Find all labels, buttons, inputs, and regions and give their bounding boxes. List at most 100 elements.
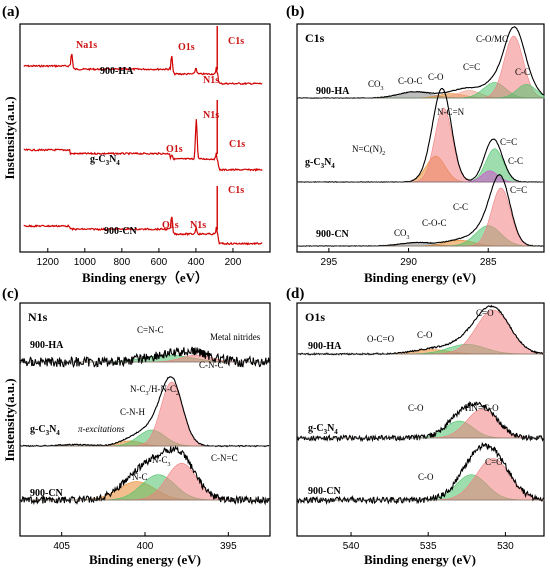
panel-b-ann-cc-double-bot: C=C [510,185,527,195]
x-tick-label: 200 [225,257,242,268]
panel-b-ann-coc-top: C-O-C [398,76,423,86]
survey-trace [23,119,263,172]
panel-d-traces [296,304,545,506]
panel-b-title: C1s [305,31,325,45]
panel-c-ann-cnc: C=N-C [137,325,164,335]
panel-b-ann-cc-mid: C-C [508,156,523,166]
panel-a-peak-o1s-mid: O1s [166,144,183,155]
panel-d-label-900cn: 900-CN [308,486,342,497]
survey-trace [23,53,263,86]
panel-b-ann-cc-double-top: C=C [463,62,480,72]
panel-b-label-gc3n4: g-C3N4 [305,157,335,170]
panel-b-ann-co3-bot: CO3 [394,228,410,241]
x-tick-label: 290 [400,257,417,268]
panel-c-label-gc3n4: g-C3N4 [30,424,60,437]
panel-c-letter: (c) [2,286,19,302]
panel-a-peak-o1s-bot: O1s [162,220,179,231]
panel-a-label-900ha: 900-HA [100,66,134,77]
panel-b-ann-ncn2: N=C(N)2 [352,144,385,157]
x-tick-label: 540 [343,541,360,552]
panel-b-ann-cc-bot: C-C [453,202,468,212]
panel-a-peak-na1s: Na1s [76,40,97,51]
panel-c: (c) N1s 405 400 395 900-HA C=N-C Metal nit… [2,286,271,567]
x-tick-label: 1200 [37,257,60,268]
panel-c-x-axis-title: Binding energy (eV) [89,552,201,567]
panel-c-label-900ha: 900-HA [30,340,64,351]
panel-b-traces [296,26,545,248]
panel-a-y-axis-title: Instensity(a.u.) [2,96,17,179]
panel-a-peak-n1s-top: N1s [203,75,219,86]
panel-a-label-gc3n4: g-C3N4 [90,154,120,167]
x-tick-label: 800 [114,257,131,268]
panel-c-ann-nc: N-C [132,472,148,482]
panel-c-label-900cn: 900-CN [30,488,64,499]
spectrum-trace [19,376,270,448]
panel-d-ann-co-mid: C-O [408,403,424,413]
panel-d-x-axis-title: Binding energy (eV) [364,552,476,567]
panel-d-ann-co-bot: C-O [418,472,434,482]
panel-a-label-900cn: 900-CN [104,226,138,237]
panel-c-title: N1s [28,310,48,324]
panel-d-ann-co-top: C-O [417,330,433,340]
panel-a-peak-n1s-bot: N1s [190,220,206,231]
x-tick-label: 600 [151,257,168,268]
panel-d-ann-oco: O-C=O [367,334,395,344]
panel-c-ann-pi-excitations: π-excitations [78,424,125,434]
spectrum-trace [19,445,270,506]
panel-c-ann-nc3-hnc2: N-C3/H-N-C2 [130,384,179,397]
panel-a-letter: (a) [2,4,20,20]
panel-d-x-ticks: 540 535 530 [343,532,514,552]
x-tick-label: 400 [137,541,154,552]
panel-a-peak-n1s-mid: N1s [203,110,219,121]
panel-d-ann-cdo-bot: C=O [485,457,503,467]
panel-c-x-ticks: 405 400 395 [53,532,237,552]
panel-a-peak-o1s-top: O1s [178,42,195,53]
panel-d-title: O1s [305,310,325,324]
x-tick-label: 530 [497,541,514,552]
panel-a-traces [23,26,263,246]
panel-c-y-axis-title: Instensity(a.u.) [2,378,17,461]
panel-b-label-900cn: 900-CN [316,229,350,240]
panel-d-frame [296,302,545,537]
survey-trace [23,216,263,246]
panel-b-ann-ncn: N-C=N [437,107,465,117]
x-tick-label: 395 [220,541,237,552]
x-tick-label: 285 [480,257,497,268]
panel-b-letter: (b) [286,4,304,20]
panel-d-letter: (d) [286,286,304,302]
panel-d-ann-cdo-top: C=O [476,308,494,318]
panel-d-label-gc3n4: g-C3N4 [308,423,338,436]
panel-a-peak-c1s-mid: C1s [229,139,245,150]
spectrum-trace [296,400,544,443]
x-tick-label: 405 [53,541,70,552]
panel-d-ann-hnco: HN=C-O [465,403,499,413]
panel-c-ann-nc3: N-C3 [152,455,171,468]
panel-b-label-900ha: 900-HA [316,86,350,97]
panel-b: (b) C1s 295 290 285 900-HA CO3 C-O-C C-O C… [286,4,545,285]
panel-b-ann-cc-double-mid: C=C [500,137,517,147]
panel-b-x-axis-title: Binding energy (eV) [364,270,476,285]
panel-a-peak-c1s-bot: C1s [228,185,244,196]
panel-c-ann-cnh: C-N-H [120,407,145,417]
panel-b-ann-co-top: C-O [428,72,444,82]
panel-c-ann-cnc-double: C-N=C [211,453,238,463]
panel-c-traces [19,346,270,506]
panel-b-ann-comc: C-O/MC [476,34,508,44]
panel-b-frame [296,23,545,253]
panel-c-ann-cnc-g: C-N-C [199,360,224,370]
x-tick-label: 1000 [74,257,97,268]
panel-a-x-axis-title: Binding energy（eV） [82,270,208,285]
x-tick-label: 295 [321,257,338,268]
panel-a-peak-c1s-top: C1s [228,36,244,47]
panel-a-x-ticks: 1200 1000 800 600 400 200 [37,248,242,268]
panel-b-ann-co3-top: CO3 [368,79,384,92]
panel-d: (d) O1s 540 535 530 900-HA O-C=O C-O C=O g… [286,286,545,567]
x-tick-label: 400 [188,257,205,268]
spectrum-trace [296,441,544,506]
panel-b-ann-coc-bot: C-O-C [422,218,447,228]
panel-a: (a) 1200 1000 800 600 400 200 900-HA Na1s O1s… [2,4,271,285]
panel-c-ann-metal-nitrides: Metal nitrides [210,332,261,342]
panel-d-label-900ha: 900-HA [308,341,342,352]
panel-b-ann-cc-top: C-C [515,67,530,77]
